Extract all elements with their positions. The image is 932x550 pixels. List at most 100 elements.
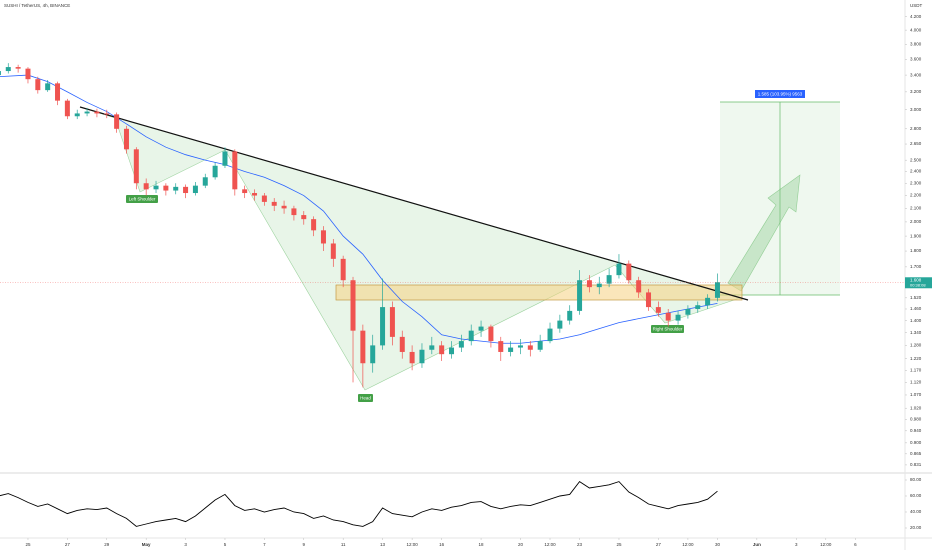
moving-average bbox=[0, 74, 718, 344]
candle-body bbox=[153, 185, 159, 190]
x-tick-label: 5 bbox=[224, 542, 227, 547]
current-price-label: 1.608 bbox=[910, 277, 922, 282]
y-tick-label: 4.200 bbox=[910, 14, 922, 19]
candle-body bbox=[320, 230, 326, 244]
y-tick-label: 1.520 bbox=[910, 295, 922, 300]
candle-body bbox=[468, 330, 474, 342]
candle-body bbox=[449, 347, 455, 355]
y-tick-label: 2.500 bbox=[910, 157, 922, 162]
y-tick-label: 0.980 bbox=[910, 416, 922, 421]
annotation: Left Shoulder bbox=[129, 197, 156, 202]
arrow bbox=[727, 174, 801, 292]
target-label: 1.585 (103.95%) 9563 bbox=[758, 92, 803, 97]
resistance-zone bbox=[335, 284, 743, 301]
candle-body bbox=[271, 201, 277, 206]
rsi-tick-label: 20.00 bbox=[910, 525, 922, 530]
x-tick-label: 30 bbox=[715, 542, 721, 547]
candle-body bbox=[0, 71, 1, 76]
candle-body bbox=[458, 341, 464, 348]
y-tick-label: 1.400 bbox=[910, 318, 922, 323]
y-tick-label: 2.100 bbox=[910, 206, 922, 211]
y-tick-label: 3.400 bbox=[910, 72, 922, 77]
x-tick-label: May bbox=[142, 542, 151, 547]
candle-body bbox=[163, 185, 169, 191]
candle-body bbox=[399, 336, 405, 352]
y-tick-label: 1.340 bbox=[910, 330, 922, 335]
candle-body bbox=[409, 351, 415, 364]
candle-body bbox=[675, 314, 681, 321]
x-tick-label: 25 bbox=[616, 542, 622, 547]
candle-body bbox=[202, 177, 208, 186]
x-tick-label: 16 bbox=[439, 542, 445, 547]
y-tick-label: 3.200 bbox=[910, 89, 922, 94]
candle-body bbox=[133, 149, 139, 184]
x-tick-label: 7 bbox=[263, 542, 266, 547]
x-tick-label: 25 bbox=[25, 542, 31, 547]
candle-body bbox=[222, 151, 228, 166]
candle-body bbox=[705, 297, 711, 306]
candle-body bbox=[84, 111, 90, 114]
candle-body bbox=[232, 151, 238, 190]
x-tick-label: 12:00 bbox=[820, 542, 832, 547]
x-tick-label: 3 bbox=[184, 542, 187, 547]
y-tick-label: 0.900 bbox=[910, 440, 922, 445]
y-tick-label: 0.865 bbox=[910, 451, 922, 456]
candle-body bbox=[45, 83, 51, 91]
candle-body bbox=[360, 330, 366, 364]
y-tick-label: 2.000 bbox=[910, 219, 922, 224]
trendline bbox=[79, 106, 749, 301]
y-tick-label: 2.200 bbox=[910, 193, 922, 198]
candle-body bbox=[488, 326, 494, 342]
x-tick-label: 12:00 bbox=[544, 542, 556, 547]
candle-body bbox=[64, 100, 70, 117]
candle-body bbox=[695, 305, 701, 309]
candle-body bbox=[330, 243, 336, 259]
candle-body bbox=[636, 280, 642, 293]
x-tick-label: 29 bbox=[104, 542, 110, 547]
candle-body bbox=[301, 215, 307, 220]
y-tick-label: 3.600 bbox=[910, 56, 922, 61]
y-tick-label: 1.460 bbox=[910, 306, 922, 311]
y-tick-label: 4.000 bbox=[910, 27, 922, 32]
candle-body bbox=[646, 292, 652, 308]
y-tick-label: 1.700 bbox=[910, 264, 922, 269]
candle-body bbox=[350, 280, 356, 331]
y-tick-label: 1.170 bbox=[910, 367, 922, 372]
candle-body bbox=[114, 114, 120, 129]
chart-title: SUSHI / TetherUS, 4h, BINANCE bbox=[4, 3, 70, 8]
y-tick-label: 1.800 bbox=[910, 248, 922, 253]
candle-body bbox=[261, 195, 267, 202]
candle-body bbox=[429, 345, 435, 350]
x-tick-label: 23 bbox=[577, 542, 583, 547]
candle-body bbox=[665, 312, 671, 321]
annotation-box bbox=[358, 394, 373, 402]
y-tick-label: 2.400 bbox=[910, 169, 922, 174]
candle-body bbox=[281, 205, 287, 209]
current-price-box bbox=[905, 277, 932, 289]
candle-body bbox=[508, 347, 514, 352]
y-tick-label: 1.070 bbox=[910, 392, 922, 397]
candle-body bbox=[685, 308, 691, 315]
candle-body bbox=[192, 185, 198, 194]
candle-body bbox=[419, 349, 425, 364]
candle-body bbox=[183, 186, 189, 194]
y-tick-label: 0.831 bbox=[910, 462, 922, 467]
candle-body bbox=[537, 341, 543, 350]
y-tick-label: 1.020 bbox=[910, 405, 922, 410]
candle-body bbox=[478, 326, 484, 331]
candle-body bbox=[547, 328, 553, 342]
candle-body bbox=[606, 275, 612, 284]
candle-body bbox=[596, 283, 602, 288]
candle-body bbox=[94, 111, 100, 114]
candle-body bbox=[25, 68, 31, 80]
x-tick-label: 12:00 bbox=[682, 542, 694, 547]
candle-body bbox=[123, 128, 129, 150]
candle-body bbox=[370, 345, 376, 364]
x-tick-label: 3 bbox=[795, 542, 798, 547]
candle-body bbox=[655, 307, 661, 313]
x-tick-label: 13 bbox=[380, 542, 386, 547]
y-tick-label: 3.800 bbox=[910, 41, 922, 46]
annotation: Right Shoulder bbox=[653, 327, 683, 332]
candle-body bbox=[577, 280, 583, 311]
candle-body bbox=[104, 113, 110, 115]
